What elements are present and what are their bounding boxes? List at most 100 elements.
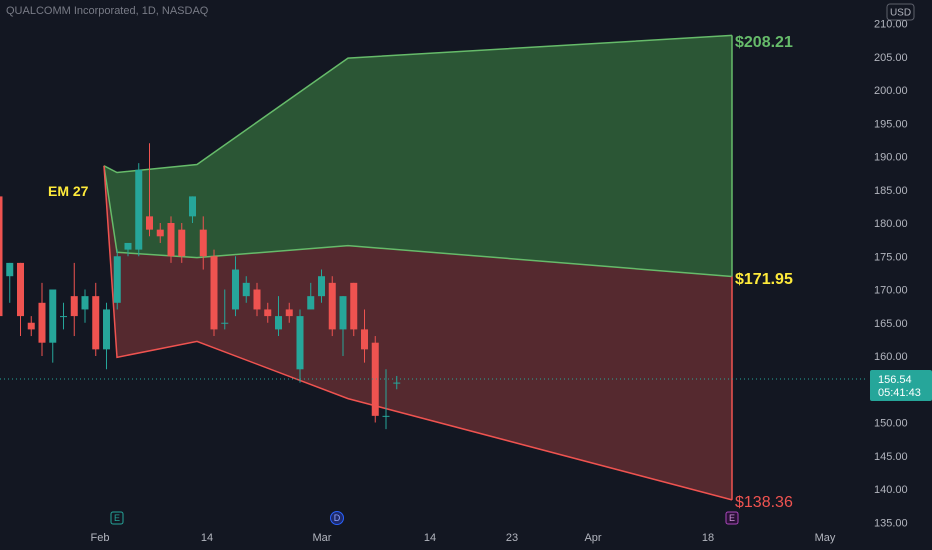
candle-body — [242, 282, 250, 297]
candle-body — [393, 382, 401, 384]
candle — [135, 163, 143, 257]
time-tick-label: Mar — [313, 532, 332, 544]
dividend-icon — [330, 511, 344, 525]
price-tick-label: 195.00 — [874, 118, 908, 130]
candle — [6, 262, 14, 303]
candle-body — [210, 256, 218, 330]
time-tick-label: 14 — [201, 532, 213, 544]
event-letter: D — [334, 513, 341, 523]
candle — [38, 282, 46, 356]
event-dividend[interactable]: D — [330, 511, 344, 525]
event-earnings-2[interactable]: E — [725, 511, 739, 525]
event-earnings-1[interactable]: E — [110, 511, 124, 525]
price-axis[interactable]: 210.00 205.00 200.00 195.00 190.00 185.00 180.… — [874, 19, 908, 530]
price-tick-label: 135.00 — [874, 517, 908, 529]
currency-badge[interactable]: USD — [886, 3, 915, 21]
candle-body — [253, 289, 261, 310]
earnings-icon — [725, 511, 739, 525]
candle — [371, 336, 379, 423]
candle — [113, 249, 121, 310]
candle-body — [70, 296, 78, 317]
last-price-tag-bg — [870, 370, 932, 401]
candle-body — [92, 296, 100, 350]
time-tick-label: 14 — [424, 532, 436, 544]
last-price-value: 156.54 — [878, 374, 912, 386]
candle — [49, 289, 57, 363]
candle — [156, 223, 164, 243]
candle-body — [178, 229, 186, 257]
price-tick-label: 160.00 — [874, 351, 908, 363]
candle-body — [156, 229, 164, 237]
candle — [232, 256, 239, 317]
price-tick-label: 205.00 — [874, 52, 908, 64]
lower-band-fill — [104, 165, 732, 500]
price-tick-label: 210.00 — [874, 19, 908, 31]
candle-body — [17, 262, 24, 317]
candle — [146, 143, 153, 237]
candle — [361, 309, 368, 363]
candle — [307, 282, 315, 310]
candle — [328, 276, 336, 337]
mid-target-label: $171.95 — [735, 271, 793, 288]
time-tick-label: 18 — [702, 532, 714, 544]
earnings-icon — [110, 511, 124, 525]
price-tick-label: 175.00 — [874, 251, 908, 263]
candle — [264, 302, 272, 323]
candle-body — [307, 296, 315, 310]
candle-body — [221, 322, 229, 324]
price-tick-label: 145.00 — [874, 451, 908, 463]
time-tick-label: May — [815, 532, 836, 544]
event-letter: E — [114, 513, 120, 523]
candle-body — [38, 302, 46, 343]
candle-body — [371, 342, 379, 416]
candle — [167, 216, 175, 263]
candle-body — [135, 169, 143, 250]
currency-badge-box — [886, 3, 915, 21]
price-tick-label: 165.00 — [874, 318, 908, 330]
expected-move-bands — [103, 34, 733, 501]
candle — [178, 223, 186, 263]
candle-body — [339, 296, 347, 330]
candle — [285, 302, 293, 323]
currency-label: USD — [890, 8, 911, 19]
candle — [199, 216, 207, 270]
candle-body — [27, 322, 35, 330]
candle-body — [318, 276, 325, 297]
candle-body — [361, 329, 368, 350]
price-tick-label: 170.00 — [874, 285, 908, 297]
candle-body — [264, 309, 272, 317]
candle — [296, 309, 304, 383]
upper-band-fill — [104, 35, 732, 277]
candle — [27, 316, 35, 337]
candle-body — [167, 223, 175, 257]
candle — [382, 369, 390, 430]
price-tick-label: 190.00 — [874, 152, 908, 164]
time-tick-label: 23 — [506, 532, 518, 544]
chart-title: QUALCOMM Incorporated, 1D, NASDAQ — [6, 5, 209, 17]
candle-body — [199, 229, 207, 257]
candle — [221, 289, 229, 330]
lower-band-line — [103, 165, 733, 501]
price-tick-label: 150.00 — [874, 418, 908, 430]
price-tick-label: 200.00 — [874, 85, 908, 97]
candle — [210, 249, 218, 337]
mid-band-line — [103, 165, 733, 278]
candle — [242, 276, 250, 303]
candle-body — [103, 309, 110, 350]
candles — [0, 143, 401, 430]
lower-target-label: $138.36 — [735, 494, 793, 511]
candle-body — [350, 282, 358, 330]
candle-body — [124, 242, 132, 250]
candle — [275, 296, 282, 337]
candle — [318, 269, 325, 303]
candle — [253, 282, 261, 317]
candle-body — [81, 296, 89, 310]
candle — [0, 196, 3, 317]
time-axis[interactable]: Feb 14 Mar 14 23 Apr 18 May — [91, 532, 836, 544]
event-letter: E — [729, 513, 735, 523]
price-tick-label: 180.00 — [874, 218, 908, 230]
candle-body — [6, 262, 14, 277]
candle-body — [328, 282, 336, 330]
last-price-tag: 156.54 05:41:43 — [870, 370, 932, 401]
